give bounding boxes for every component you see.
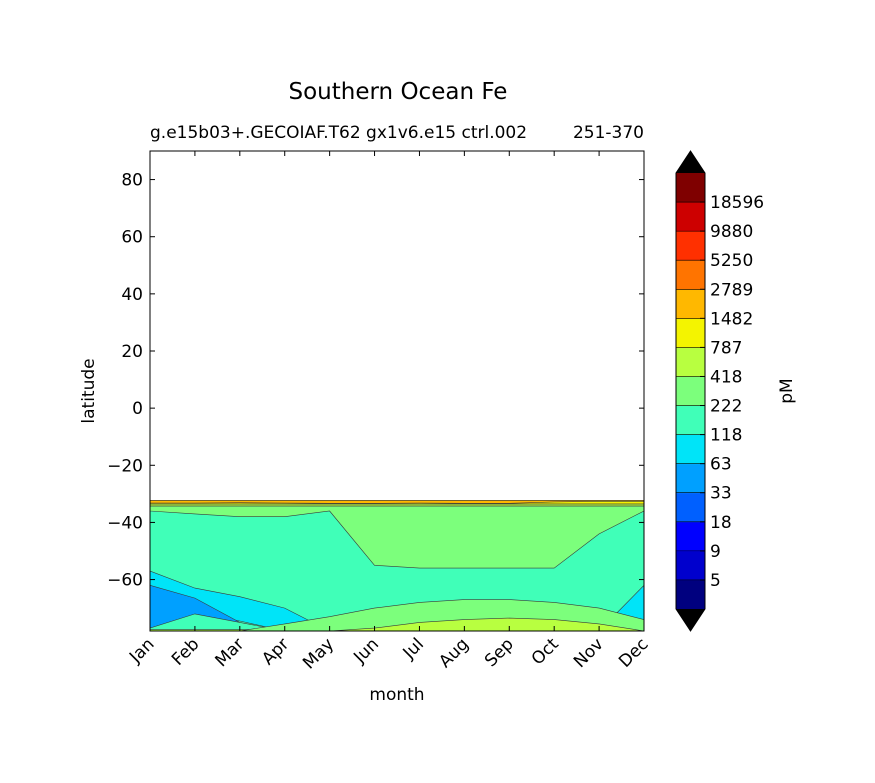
y-tick-label: 20 bbox=[121, 342, 143, 362]
colorbar-tick-label: 18596 bbox=[710, 193, 764, 213]
colorbar-tick-label: 418 bbox=[710, 367, 742, 387]
colorbar-tick-label: 1482 bbox=[710, 309, 753, 329]
contour-band-level-7 bbox=[150, 505, 644, 569]
colorbar-tick-label: 63 bbox=[710, 455, 732, 475]
colorbar-segment bbox=[676, 202, 705, 232]
colorbar-label: pM bbox=[777, 378, 797, 403]
y-tick-label: −60 bbox=[107, 571, 143, 591]
y-tick-label: 40 bbox=[121, 285, 143, 305]
chart-subtitle-right: 251-370 bbox=[573, 123, 644, 143]
x-tick-label: Oct bbox=[528, 634, 563, 669]
colorbar-segment bbox=[676, 463, 705, 494]
y-tick-label: −20 bbox=[107, 456, 143, 476]
colorbar-outline bbox=[675, 150, 706, 632]
contour-band-level-8 bbox=[150, 617, 644, 631]
colorbar-segment bbox=[676, 492, 705, 523]
x-tick-label: Apr bbox=[258, 634, 293, 669]
colorbar-segment bbox=[676, 173, 705, 203]
x-tick-label: Aug bbox=[435, 634, 473, 672]
y-axis: 80 60 40 20 0 −20 −40 −60 bbox=[107, 171, 644, 591]
colorbar-tick-label: 118 bbox=[710, 426, 742, 446]
colorbar-tick-label: 222 bbox=[710, 397, 742, 417]
colorbar: 5 9 18 33 63 118 222 418 787 1482 2789 5250 9880 1859… bbox=[675, 150, 764, 632]
y-tick-label: 60 bbox=[121, 228, 143, 248]
colorbar-segment bbox=[676, 405, 705, 435]
colorbar-segment bbox=[676, 579, 705, 610]
x-tick-label: Nov bbox=[570, 634, 608, 672]
plot-area-frame bbox=[149, 150, 645, 632]
colorbar-segment bbox=[676, 318, 705, 348]
contour-band-level-5 bbox=[150, 570, 644, 631]
colorbar-segment bbox=[676, 289, 705, 319]
colorbar-tick-label: 2789 bbox=[710, 280, 753, 300]
colorbar-tick-label: 9 bbox=[710, 542, 721, 562]
chart-title: Southern Ocean Fe bbox=[289, 79, 508, 105]
x-tick-label: Jun bbox=[349, 634, 383, 668]
x-tick-label: Feb bbox=[168, 634, 203, 669]
colorbar-segment bbox=[676, 376, 705, 406]
x-tick-label: Jan bbox=[125, 634, 158, 667]
chart-subtitle: g.e15b03+.GECOIAF.T62 gx1v6.e15 ctrl.002 bbox=[150, 123, 527, 143]
colorbar-segment bbox=[676, 550, 705, 581]
colorbar-segment bbox=[676, 231, 705, 261]
colorbar-extend-max bbox=[676, 151, 705, 173]
y-tick-label: −40 bbox=[107, 513, 143, 533]
x-tick-label: Sep bbox=[481, 634, 518, 671]
colorbar-tick-label: 5 bbox=[710, 571, 721, 591]
colorbar-segment bbox=[676, 347, 705, 377]
colorbar-tick-label: 787 bbox=[710, 338, 742, 358]
x-tick-label: May bbox=[299, 634, 338, 673]
x-tick-label: Dec bbox=[615, 634, 652, 671]
colorbar-tick-label: 5250 bbox=[710, 251, 753, 271]
colorbar-segment bbox=[676, 434, 705, 465]
colorbar-tick-label: 33 bbox=[710, 484, 732, 504]
y-axis-label: latitude bbox=[79, 358, 99, 423]
x-tick-label: Mar bbox=[212, 634, 249, 671]
colorbar-segment bbox=[676, 260, 705, 290]
x-axis-label: month bbox=[369, 685, 424, 705]
y-tick-label: 0 bbox=[132, 399, 143, 419]
colorbar-tick-label: 18 bbox=[710, 513, 732, 533]
colorbar-segment bbox=[676, 521, 705, 552]
y-tick-label: 80 bbox=[121, 171, 143, 191]
x-tick-label: Jul bbox=[399, 634, 428, 663]
contour-fields bbox=[150, 500, 644, 631]
colorbar-extend-min bbox=[676, 609, 705, 631]
contour-band-level-10 bbox=[150, 500, 644, 504]
colorbar-tick-label: 9880 bbox=[710, 222, 753, 242]
